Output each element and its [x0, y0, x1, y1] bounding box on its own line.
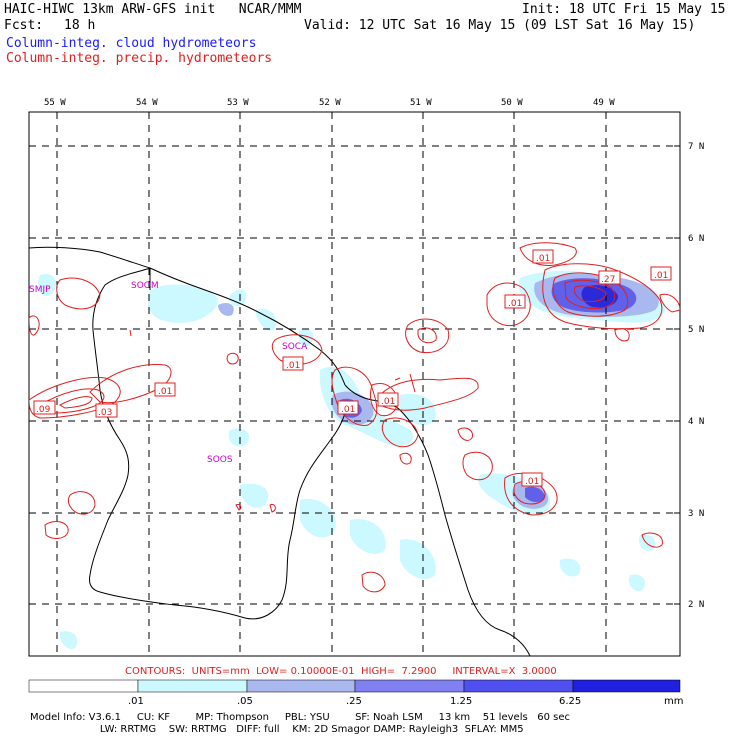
lon-label: 55 W [44, 98, 66, 108]
lon-label: 51 W [410, 98, 432, 108]
colorbar-swatch [28, 679, 139, 693]
fcst-label: Fcst: [4, 18, 44, 33]
svg-text:.01: .01 [286, 361, 300, 371]
colorbar-swatch [354, 679, 465, 693]
contour-label: .01 [154, 382, 176, 397]
colorbar-swatch [246, 679, 356, 693]
latitude-labels: 7 N 6 N 5 N 4 N 3 N 2 N [688, 142, 704, 610]
colorbar-unit: mm [664, 696, 683, 707]
colorbar-tick: .05 [237, 696, 253, 707]
station-soca: SOCA [282, 342, 308, 352]
header-title: HAIC-HIWC 13km ARW-GFS init NCAR/MMM [4, 2, 302, 17]
lat-label: 2 N [688, 600, 704, 610]
colorbar-tick: .25 [346, 696, 362, 707]
contour-label: .01 [650, 266, 672, 281]
lat-label: 5 N [688, 325, 704, 335]
svg-text:.01: .01 [341, 405, 355, 415]
colorbar-tick: .01 [128, 696, 144, 707]
frame-ticks [56, 112, 680, 605]
contour-label: .03 [95, 403, 118, 418]
contour-label: .01 [377, 392, 399, 407]
svg-text:.01: .01 [654, 271, 668, 281]
svg-text:.01: .01 [381, 397, 395, 407]
lat-label: 4 N [688, 417, 704, 427]
lon-label: 50 W [501, 98, 523, 108]
svg-text:.27: .27 [601, 275, 615, 285]
legend-precip: Column-integ. precip. hydrometeors [6, 51, 273, 66]
colorbar-swatch [572, 679, 681, 693]
svg-text:.09: .09 [36, 405, 51, 415]
lon-label: 54 W [136, 98, 158, 108]
svg-text:.01: .01 [536, 254, 550, 264]
legend-cloud: Column-integ. cloud hydrometeors [6, 36, 257, 51]
lon-label: 49 W [593, 98, 615, 108]
latlon-grid [29, 112, 680, 656]
contour-label: .09 [33, 400, 56, 415]
colorbar-tick: 1.25 [450, 696, 472, 707]
contour-label: .27 [598, 270, 621, 285]
lon-label: 52 W [319, 98, 341, 108]
svg-text:.01: .01 [158, 387, 172, 397]
fcst-value: 18 h [64, 18, 96, 33]
init-time: Init: 18 UTC Fri 15 May 15 [522, 2, 726, 17]
station-smjp: SMJP [29, 285, 51, 295]
colorbar-swatch [137, 679, 248, 693]
contour-label: .01 [532, 249, 554, 264]
colorbar-tick: 6.25 [559, 696, 581, 707]
station-soos: SOOS [207, 455, 233, 465]
valid-time: Valid: 12 UTC Sat 16 May 15 (09 LST Sat … [304, 18, 696, 33]
contours-info: CONTOURS: UNITS=mm LOW= 0.10000E-01 HIGH… [125, 666, 557, 677]
contour-label: .01 [504, 294, 526, 309]
longitude-labels: 55 W 54 W 53 W 52 W 51 W 50 W 49 W [44, 98, 615, 108]
svg-text:.01: .01 [525, 477, 539, 487]
colorbar-swatch [463, 679, 574, 693]
footer-model-info: Model Info: V3.6.1 CU: KF MP: Thompson P… [30, 712, 570, 723]
contour-label: .01 [337, 400, 359, 415]
lon-label: 53 W [227, 98, 249, 108]
lat-label: 3 N [688, 509, 704, 519]
station-soom: SOOM [131, 281, 159, 291]
contour-label: .01 [521, 472, 543, 487]
precip-contours [29, 242, 680, 593]
contour-labels: .01 .01 .01 .01 .01 .27 .01 .09 .03 .01 … [33, 249, 672, 487]
lat-label: 6 N [688, 234, 704, 244]
footer-model-physics: LW: RRTMG SW: RRTMG DIFF: full KM: 2D Sm… [30, 724, 524, 735]
svg-text:.01: .01 [508, 299, 522, 309]
svg-text:.03: .03 [98, 408, 112, 418]
colorbar: .01 .05 .25 1.25 6.25 mm [28, 679, 683, 707]
contour-label: .01 [282, 356, 304, 371]
lat-label: 7 N [688, 142, 704, 152]
